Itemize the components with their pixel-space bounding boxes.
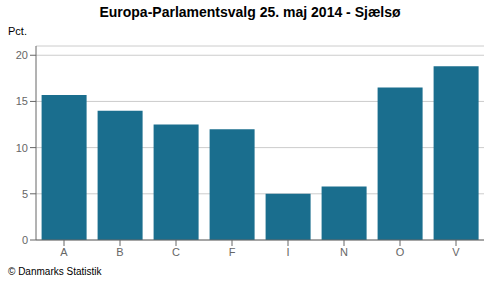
svg-text:O: O: [396, 246, 405, 258]
svg-text:C: C: [172, 246, 180, 258]
html-text:© Danmarks Statistik: © Danmarks Statistik: [8, 266, 102, 277]
svg-text:15: 15: [16, 95, 28, 107]
svg-text:F: F: [229, 246, 236, 258]
svg-text:V: V: [452, 246, 460, 258]
svg-text:0: 0: [22, 234, 28, 246]
html-text:Europa-Parlamentsvalg 25. maj: Europa-Parlamentsvalg 25. maj 2014 - Sjæ…: [99, 4, 401, 20]
svg-text:20: 20: [16, 49, 28, 61]
svg-text:I: I: [286, 246, 289, 258]
svg-text:N: N: [340, 246, 348, 258]
svg-text:B: B: [116, 246, 123, 258]
html-text:Pct.: Pct.: [8, 25, 27, 37]
svg-text:A: A: [60, 246, 68, 258]
svg-text:5: 5: [22, 188, 28, 200]
svg-text:10: 10: [16, 142, 28, 154]
